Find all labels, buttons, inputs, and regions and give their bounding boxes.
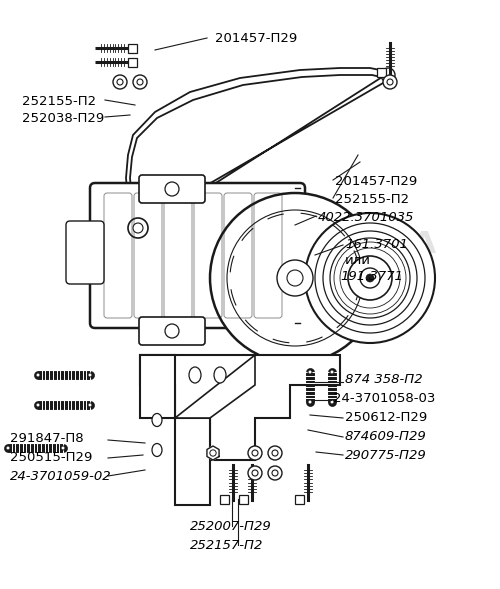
Circle shape <box>268 466 282 480</box>
FancyBboxPatch shape <box>90 183 305 328</box>
Text: 252038-П29: 252038-П29 <box>22 112 104 125</box>
Circle shape <box>133 223 143 233</box>
Circle shape <box>137 79 143 85</box>
Text: ПЛАНЕТА ЖЕЛЕЗЯКА: ПЛАНЕТА ЖЕЛЕЗЯКА <box>64 230 436 259</box>
Polygon shape <box>207 446 219 460</box>
Polygon shape <box>175 355 255 418</box>
Circle shape <box>366 274 374 282</box>
Circle shape <box>272 470 278 476</box>
Polygon shape <box>126 68 390 230</box>
Circle shape <box>248 446 262 460</box>
Bar <box>376 68 386 77</box>
Text: 4022.3701035: 4022.3701035 <box>318 211 414 224</box>
Ellipse shape <box>214 367 226 383</box>
Text: 201457-П29: 201457-П29 <box>215 32 297 45</box>
Polygon shape <box>140 355 340 460</box>
Circle shape <box>252 450 258 456</box>
Ellipse shape <box>152 444 162 456</box>
Circle shape <box>308 370 312 374</box>
Text: 250515-П29: 250515-П29 <box>10 451 92 464</box>
Circle shape <box>210 450 216 456</box>
Circle shape <box>287 270 303 286</box>
Text: 161.3701: 161.3701 <box>345 238 408 251</box>
Text: 24-3701058-03: 24-3701058-03 <box>333 392 436 405</box>
Polygon shape <box>140 355 210 505</box>
Circle shape <box>88 403 92 407</box>
Text: 874609-П29: 874609-П29 <box>345 430 427 443</box>
Circle shape <box>117 79 123 85</box>
Text: 191.3771: 191.3771 <box>340 270 403 283</box>
Circle shape <box>272 450 278 456</box>
Text: 252157-П2: 252157-П2 <box>190 539 264 552</box>
Circle shape <box>252 470 258 476</box>
Circle shape <box>277 260 313 296</box>
Circle shape <box>128 218 148 238</box>
Circle shape <box>330 370 334 374</box>
Text: или: или <box>345 254 371 267</box>
Circle shape <box>210 193 380 363</box>
Circle shape <box>387 79 393 85</box>
Circle shape <box>36 403 40 407</box>
FancyBboxPatch shape <box>139 175 205 203</box>
Text: 252155-П2: 252155-П2 <box>22 95 96 108</box>
Text: 290775-П29: 290775-П29 <box>345 449 427 462</box>
Circle shape <box>36 373 40 377</box>
Circle shape <box>165 182 179 196</box>
Circle shape <box>383 75 397 89</box>
Text: 201457-П29: 201457-П29 <box>335 175 417 188</box>
Ellipse shape <box>152 413 162 426</box>
Circle shape <box>165 324 179 338</box>
Circle shape <box>61 446 65 450</box>
Circle shape <box>330 400 334 404</box>
Bar <box>128 44 136 52</box>
Text: 874 358-П2: 874 358-П2 <box>345 373 422 386</box>
Circle shape <box>113 75 127 89</box>
Text: 250612-П29: 250612-П29 <box>345 411 427 424</box>
Text: 24-3701059-02: 24-3701059-02 <box>10 470 112 483</box>
Text: 291847-П8: 291847-П8 <box>10 432 84 445</box>
Text: 252155-П2: 252155-П2 <box>335 193 409 206</box>
Bar <box>294 495 304 504</box>
Bar <box>128 58 136 67</box>
Circle shape <box>133 75 147 89</box>
Circle shape <box>6 446 10 450</box>
FancyBboxPatch shape <box>139 317 205 345</box>
Circle shape <box>305 213 435 343</box>
Circle shape <box>308 400 312 404</box>
Circle shape <box>381 68 395 82</box>
Circle shape <box>348 256 392 300</box>
Ellipse shape <box>189 367 201 383</box>
FancyBboxPatch shape <box>66 221 104 284</box>
Circle shape <box>268 446 282 460</box>
Bar <box>238 495 248 504</box>
Bar <box>220 495 228 504</box>
Text: 252007-П29: 252007-П29 <box>190 520 272 533</box>
Circle shape <box>88 373 92 377</box>
Circle shape <box>248 466 262 480</box>
Circle shape <box>360 268 380 288</box>
